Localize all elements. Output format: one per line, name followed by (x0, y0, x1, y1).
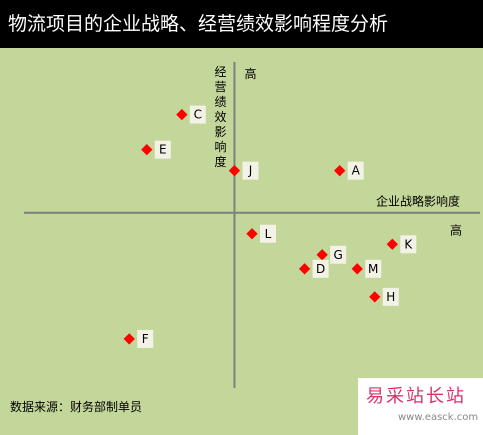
data-point-marker (369, 291, 381, 303)
y-axis-label-char: 响 (214, 139, 226, 154)
data-label-box (312, 259, 329, 278)
chart-title: 物流项目的企业战略、经营绩效影响程度分析 (0, 0, 483, 48)
y-axis-high-label: 高 (244, 66, 256, 81)
data-points: C E J A L K GD MH F (123, 105, 417, 348)
data-label-box (154, 140, 171, 159)
data-label: A (352, 164, 361, 178)
data-label-box (137, 329, 154, 348)
y-axis-label-char: 营 (214, 80, 226, 94)
watermark: 易采站长站 www.easck.com (358, 378, 483, 435)
data-label: H (386, 290, 395, 304)
x-axis-label: 企业战略影响度 (376, 194, 460, 209)
data-label-box (330, 245, 347, 264)
data-point-marker (298, 263, 311, 275)
watermark-brand: 易采站长站 (366, 386, 466, 407)
data-label-box (382, 287, 399, 306)
data-label-box (400, 235, 417, 254)
data-label: M (368, 262, 378, 276)
data-label: C (194, 108, 202, 122)
data-point-marker (246, 228, 258, 240)
y-axis-label-char: 影 (214, 125, 226, 139)
data-point-marker (123, 333, 135, 345)
data-point-marker (386, 238, 398, 250)
data-point-marker (228, 165, 241, 177)
data-label-box (260, 224, 276, 243)
data-label-box (347, 161, 364, 180)
data-label-box (242, 161, 259, 180)
data-point-marker (334, 165, 346, 177)
data-label: K (404, 237, 413, 251)
y-axis-label-char: 绩 (214, 95, 226, 109)
data-label-box (189, 105, 206, 124)
watermark-url: www.easck.com (398, 412, 479, 423)
data-label: G (333, 248, 342, 262)
data-label: D (316, 262, 325, 276)
data-label: E (159, 143, 167, 157)
data-point-marker (316, 249, 328, 261)
y-axis-label-char: 度 (214, 154, 226, 169)
data-point-marker (141, 143, 153, 156)
y-axis-label-char: 效 (214, 109, 226, 124)
data-label: F (142, 332, 149, 346)
data-label: J (248, 164, 253, 178)
y-axis-label-char: 经 (214, 65, 226, 79)
data-label: L (265, 227, 272, 241)
source-note: 数据来源：财务部制单员 (10, 400, 143, 414)
data-label-box (365, 259, 382, 278)
data-point-marker (351, 263, 363, 275)
x-axis-high-label: 高 (450, 223, 462, 238)
data-point-marker (176, 108, 188, 121)
